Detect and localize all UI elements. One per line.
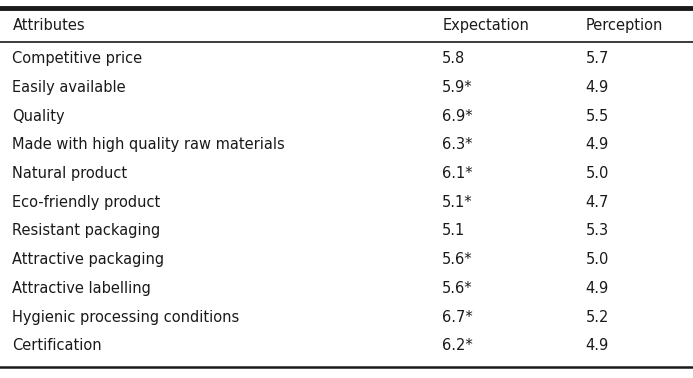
Text: Resistant packaging: Resistant packaging xyxy=(12,223,161,239)
Text: 4.9: 4.9 xyxy=(586,80,609,95)
Text: Expectation: Expectation xyxy=(442,18,529,33)
Text: Competitive price: Competitive price xyxy=(12,51,143,66)
Text: Attributes: Attributes xyxy=(12,18,85,33)
Text: 5.1*: 5.1* xyxy=(442,195,473,210)
Text: 6.1*: 6.1* xyxy=(442,166,473,181)
Text: Attractive labelling: Attractive labelling xyxy=(12,281,151,296)
Text: 5.6*: 5.6* xyxy=(442,252,473,267)
Text: 5.5: 5.5 xyxy=(586,108,609,124)
Text: 6.9*: 6.9* xyxy=(442,108,473,124)
Text: Eco-friendly product: Eco-friendly product xyxy=(12,195,161,210)
Text: 4.9: 4.9 xyxy=(586,338,609,353)
Text: Hygienic processing conditions: Hygienic processing conditions xyxy=(12,310,240,325)
Text: 5.0: 5.0 xyxy=(586,252,609,267)
Text: Certification: Certification xyxy=(12,338,102,353)
Text: Perception: Perception xyxy=(586,18,663,33)
Text: 5.8: 5.8 xyxy=(442,51,466,66)
Text: Made with high quality raw materials: Made with high quality raw materials xyxy=(12,137,286,152)
Text: 6.2*: 6.2* xyxy=(442,338,473,353)
Text: 5.6*: 5.6* xyxy=(442,281,473,296)
Text: Easily available: Easily available xyxy=(12,80,126,95)
Text: 4.9: 4.9 xyxy=(586,137,609,152)
Text: 6.7*: 6.7* xyxy=(442,310,473,325)
Text: 5.9*: 5.9* xyxy=(442,80,473,95)
Text: Natural product: Natural product xyxy=(12,166,128,181)
Text: 5.0: 5.0 xyxy=(586,166,609,181)
Text: 5.1: 5.1 xyxy=(442,223,466,239)
Text: 6.3*: 6.3* xyxy=(442,137,473,152)
Text: 5.2: 5.2 xyxy=(586,310,609,325)
Text: 4.7: 4.7 xyxy=(586,195,609,210)
Text: 5.3: 5.3 xyxy=(586,223,608,239)
Text: 5.7: 5.7 xyxy=(586,51,609,66)
Text: Quality: Quality xyxy=(12,108,65,124)
Text: Attractive packaging: Attractive packaging xyxy=(12,252,165,267)
Text: 4.9: 4.9 xyxy=(586,281,609,296)
